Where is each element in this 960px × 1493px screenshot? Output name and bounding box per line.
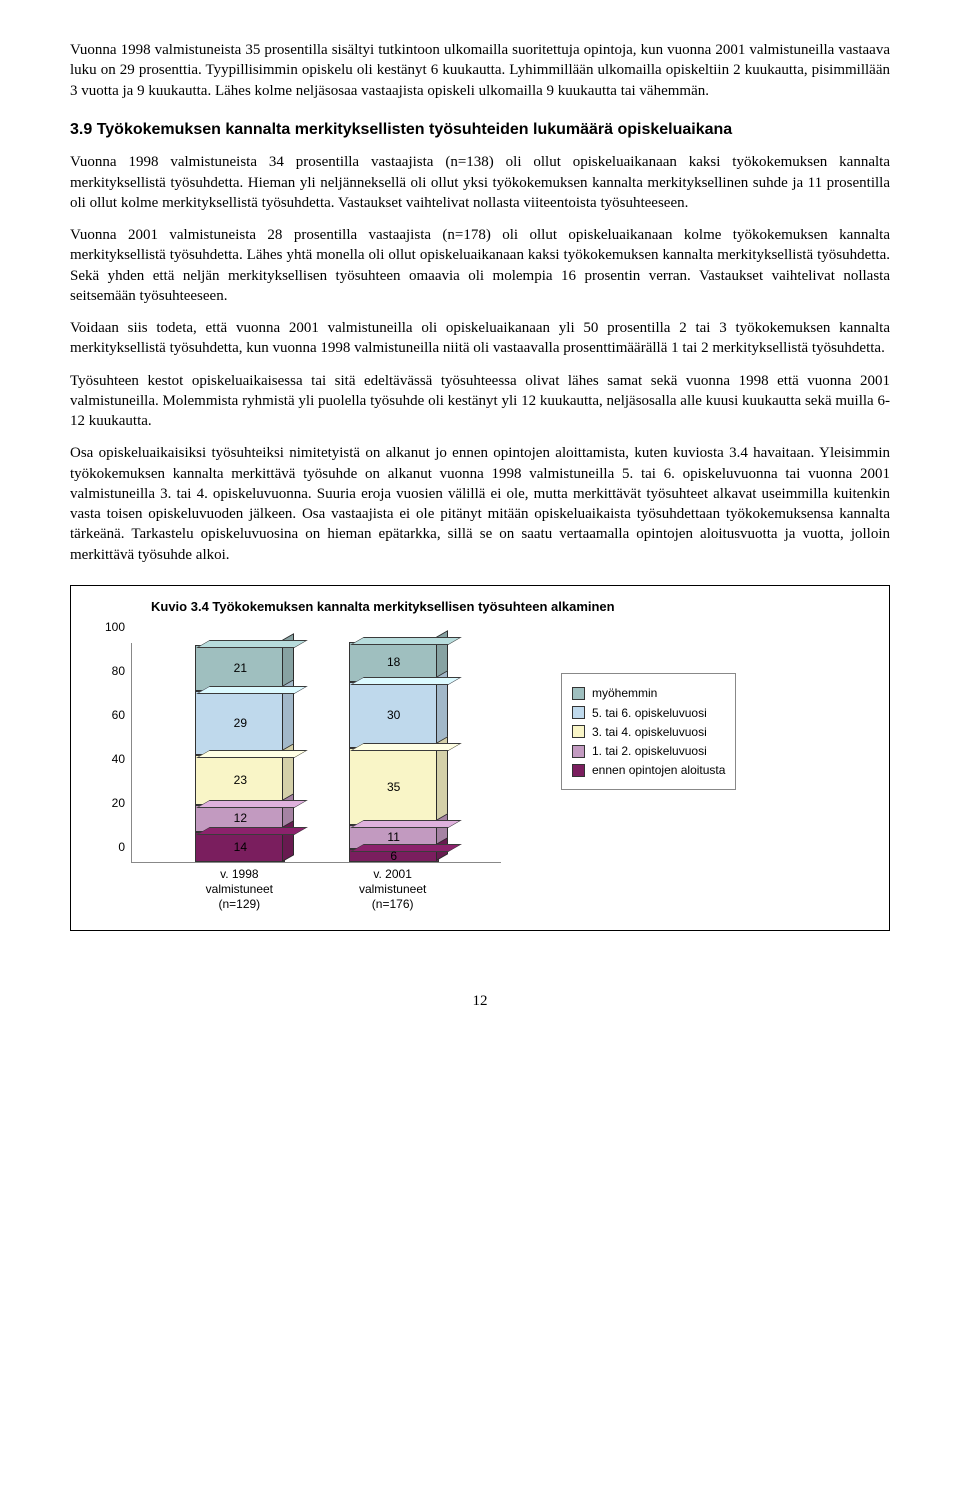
stacked-bar: 18 30 35 11 6 [349, 642, 439, 862]
y-tick: 80 [112, 663, 125, 679]
legend-swatch [572, 687, 585, 700]
y-axis: 020406080100 [91, 643, 131, 863]
chart-plot-area: 21 29 23 12 14 18 30 35 11 6 [131, 643, 501, 863]
legend-item: myöhemmin [572, 685, 725, 701]
legend-swatch [572, 764, 585, 777]
y-tick: 60 [112, 707, 125, 723]
legend-item: 1. tai 2. opiskeluvuosi [572, 743, 725, 759]
y-tick: 100 [105, 619, 125, 635]
legend-label: myöhemmin [592, 685, 657, 701]
bar-segment: 23 [195, 755, 285, 806]
bar-segment-label: 29 [196, 715, 284, 731]
bar-segment-label: 30 [350, 707, 438, 723]
legend-item: ennen opintojen aloitusta [572, 762, 725, 778]
y-tick: 0 [118, 839, 125, 855]
bar-segment: 29 [195, 691, 285, 755]
legend-item: 5. tai 6. opiskeluvuosi [572, 705, 725, 721]
page-number: 12 [70, 991, 890, 1011]
chart-title: Kuvio 3.4 Työkokemuksen kannalta merkity… [151, 598, 869, 616]
paragraph-4: Voidaan siis todeta, että vuonna 2001 va… [70, 318, 890, 359]
legend-label: 3. tai 4. opiskeluvuosi [592, 724, 707, 740]
bar-segment-label: 18 [350, 654, 438, 670]
x-axis-labels: v. 1998 valmistuneet(n=129) v. 2001 valmi… [131, 867, 501, 912]
bar-segment: 35 [349, 748, 439, 825]
bar-segment-label: 23 [196, 772, 284, 788]
bar-segment-label: 14 [196, 839, 284, 855]
paragraph-6: Osa opiskeluaikaisiksi työsuhteiksi nimi… [70, 443, 890, 565]
paragraph-5: Työsuhteen kestot opiskeluaikaisessa tai… [70, 371, 890, 432]
legend-item: 3. tai 4. opiskeluvuosi [572, 724, 725, 740]
paragraph-3: Vuonna 2001 valmistuneista 28 prosentill… [70, 225, 890, 306]
x-label: v. 1998 valmistuneet(n=129) [194, 867, 284, 912]
paragraph-2: Vuonna 1998 valmistuneista 34 prosentill… [70, 152, 890, 213]
bar-segment: 6 [349, 849, 439, 862]
bar-segment: 21 [195, 645, 285, 691]
bar-segment-label: 6 [350, 848, 438, 864]
bar-segment-label: 21 [196, 660, 284, 676]
y-tick: 40 [112, 751, 125, 767]
section-heading-3-9: 3.9 Työkokemuksen kannalta merkitykselli… [70, 119, 890, 141]
legend-swatch [572, 745, 585, 758]
bar-segment-label: 35 [350, 778, 438, 794]
bar-segment: 14 [195, 832, 285, 863]
legend-label: 5. tai 6. opiskeluvuosi [592, 705, 707, 721]
legend-label: 1. tai 2. opiskeluvuosi [592, 743, 707, 759]
bar-segment-label: 12 [196, 810, 284, 826]
y-tick: 20 [112, 795, 125, 811]
bar-segment: 30 [349, 682, 439, 748]
bar-segment-label: 11 [350, 829, 438, 845]
legend-label: ennen opintojen aloitusta [592, 762, 725, 778]
legend-swatch [572, 725, 585, 738]
figure-3-4: Kuvio 3.4 Työkokemuksen kannalta merkity… [70, 585, 890, 932]
x-label: v. 2001 valmistuneet(n=176) [348, 867, 438, 912]
paragraph-1: Vuonna 1998 valmistuneista 35 prosentill… [70, 40, 890, 101]
legend-swatch [572, 706, 585, 719]
chart-legend: myöhemmin 5. tai 6. opiskeluvuosi 3. tai 4… [561, 673, 736, 790]
stacked-bar: 21 29 23 12 14 [195, 645, 285, 863]
